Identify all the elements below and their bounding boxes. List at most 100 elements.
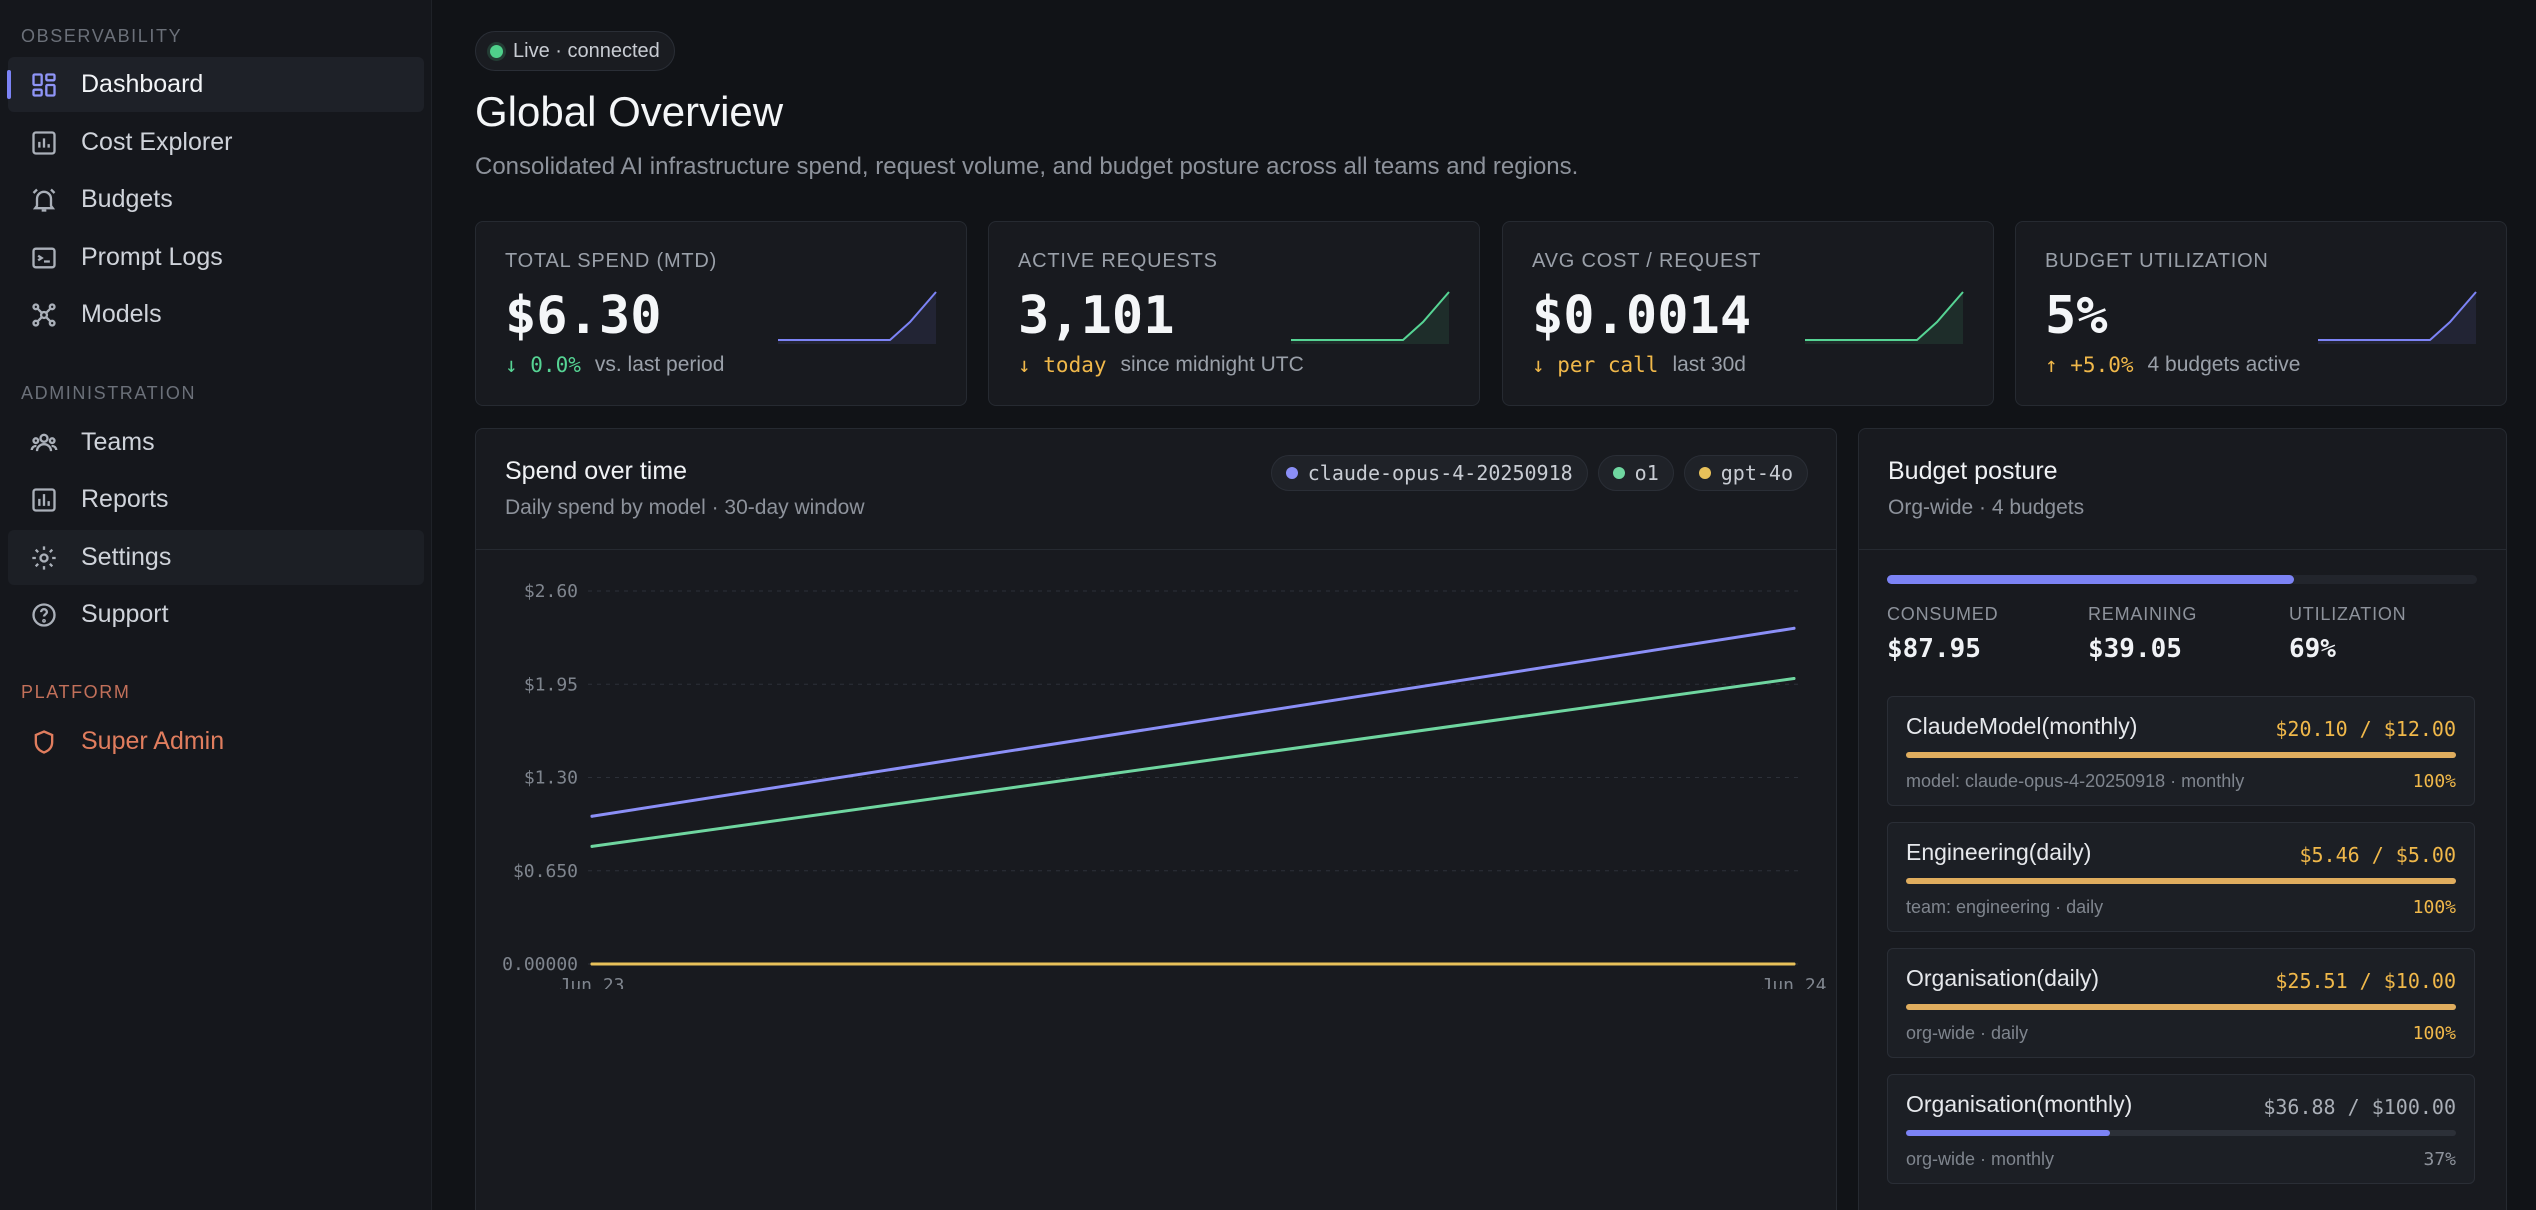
budget-name: ClaudeModel(monthly) xyxy=(1906,713,2138,739)
y-tick-label: 0.00000 xyxy=(502,954,578,975)
sidebar-item-label: Dashboard xyxy=(81,70,204,98)
x-tick-label: Jun 24 xyxy=(1761,975,1826,989)
page-title: Global Overview xyxy=(475,88,784,135)
panel-title: Spend over time xyxy=(505,457,688,485)
budget-track xyxy=(1906,1130,2456,1136)
budget-item[interactable]: ClaudeModel(monthly) $20.10 / $12.00 mod… xyxy=(1887,696,2475,806)
legend-swatch-icon xyxy=(1285,467,1298,479)
panel-subtitle: Daily spend by model · 30-day window xyxy=(505,496,865,519)
budget-percent: 100% xyxy=(2412,1023,2456,1044)
budget-item[interactable]: Organisation(monthly) $36.88 / $100.00 o… xyxy=(1887,1074,2475,1184)
budget-amount: $25.51 / $10.00 xyxy=(2275,969,2456,993)
budget-percent: 100% xyxy=(2412,897,2456,918)
kpi-change: ↑ +5.0% xyxy=(2045,353,2134,377)
kpi-delta: ↓ 0.0% vs. last period xyxy=(505,353,724,377)
stat-value-utilization: 69% xyxy=(2289,634,2336,664)
spend-line-chart: 0.00000 $0.650 $1.30 $1.95 $2.60 Jun 23 Jun 24 xyxy=(502,581,1826,989)
sidebar-item-support[interactable]: Support xyxy=(8,587,424,642)
help-circle-icon xyxy=(29,600,59,630)
legend-item-claude[interactable]: claude-opus-4-20250918 xyxy=(1270,455,1588,491)
budget-track xyxy=(1906,752,2456,758)
sidebar-item-label: Settings xyxy=(81,543,172,571)
report-icon xyxy=(29,485,59,515)
sparkline-line xyxy=(1805,291,1964,341)
sidebar-item-reports[interactable]: Reports xyxy=(8,472,424,527)
kpi-value: $0.0014 xyxy=(1532,286,1752,346)
legend-label: claude-opus-4-20250918 xyxy=(1307,461,1573,485)
spend-over-time-panel: Spend over time Daily spend by model · 3… xyxy=(475,428,1837,1210)
sidebar-item-models[interactable]: Models xyxy=(8,287,424,342)
section-label-platform: PLATFORM xyxy=(21,682,131,702)
sidebar-item-label: Cost Explorer xyxy=(81,128,233,156)
sidebar-item-label: Reports xyxy=(81,485,169,513)
data-point-claude-opus-4-20250918 xyxy=(1792,626,1796,630)
section-label-administration: ADMINISTRATION xyxy=(21,383,197,403)
sidebar-item-dashboard[interactable]: Dashboard xyxy=(7,57,424,112)
kpi-card-avg-cost: AVG COST / REQUEST $0.0014 ↓ per call la… xyxy=(1502,221,1994,406)
overall-budget-track xyxy=(1887,575,2477,584)
kpi-delta: ↓ today since midnight UTC xyxy=(1018,353,1304,377)
kpi-note: last 30d xyxy=(1672,353,1746,376)
budget-item[interactable]: Organisation(daily) $25.51 / $10.00 org-… xyxy=(1887,948,2475,1058)
kpi-label: ACTIVE REQUESTS xyxy=(1018,250,1218,272)
budget-amount: $20.10 / $12.00 xyxy=(2275,717,2456,741)
stat-value-remaining: $39.05 xyxy=(2088,634,2182,664)
data-point-o1 xyxy=(590,844,594,848)
budget-item[interactable]: Engineering(daily) $5.46 / $5.00 team: e… xyxy=(1887,822,2475,932)
series-line-claude-opus-4-20250918 xyxy=(590,626,1796,818)
budget-fill xyxy=(1906,752,2456,758)
sidebar-item-budgets[interactable]: Budgets xyxy=(8,172,424,227)
data-point-o1 xyxy=(1792,677,1796,681)
stat-label-remaining: REMAINING xyxy=(2088,604,2198,624)
sidebar-item-teams[interactable]: Teams xyxy=(8,415,424,470)
stat-value-consumed: $87.95 xyxy=(1887,634,1981,664)
legend-item-gpt-4o[interactable]: gpt-4o xyxy=(1683,455,1808,491)
panel-title: Budget posture xyxy=(1888,457,2058,485)
legend-label: gpt-4o xyxy=(1720,461,1793,485)
sparkline xyxy=(1291,291,1450,344)
sparkline-area xyxy=(778,292,936,344)
sidebar-item-label: Models xyxy=(81,300,162,328)
users-icon xyxy=(29,428,59,458)
budget-fill xyxy=(1906,1004,2456,1010)
sidebar-item-label: Budgets xyxy=(81,185,173,213)
kpi-delta: ↓ per call last 30d xyxy=(1532,353,1746,377)
budget-track xyxy=(1906,1004,2456,1010)
sparkline xyxy=(2318,291,2477,344)
grid-icon xyxy=(29,70,59,100)
sparkline-line xyxy=(1291,291,1450,341)
y-tick-label: $1.30 xyxy=(524,768,578,789)
sparkline-area xyxy=(1291,292,1449,344)
legend-label: o1 xyxy=(1634,461,1659,485)
data-point-gpt-4o xyxy=(590,962,594,966)
shield-icon xyxy=(29,727,59,757)
sparkline-area xyxy=(1805,292,1963,344)
legend-item-o1[interactable]: o1 xyxy=(1597,455,1674,491)
budget-meta: org-wide · monthly xyxy=(1906,1149,2055,1169)
sidebar-item-cost-explorer[interactable]: Cost Explorer xyxy=(8,115,424,170)
sidebar-item-settings[interactable]: Settings xyxy=(8,530,424,585)
budget-name: Engineering(daily) xyxy=(1906,839,2092,865)
x-tick-label: Jun 23 xyxy=(559,975,624,989)
chart-legend: claude-opus-4-20250918 o1 gpt-4o xyxy=(1270,455,1808,491)
legend-swatch-icon xyxy=(1612,467,1625,479)
kpi-delta: ↑ +5.0% 4 budgets active xyxy=(2045,353,2300,377)
sparkline-area xyxy=(2318,292,2476,344)
budget-fill xyxy=(1906,1130,2110,1136)
sidebar-item-prompt-logs[interactable]: Prompt Logs xyxy=(8,230,424,285)
kpi-note: since midnight UTC xyxy=(1120,353,1304,376)
budget-meta: model: claude-opus-4-20250918 · monthly xyxy=(1906,771,2245,791)
section-label-observability: OBSERVABILITY xyxy=(21,26,183,46)
sidebar-item-super-admin[interactable]: Super Admin xyxy=(8,714,424,769)
network-icon xyxy=(29,300,59,330)
kpi-value: 5% xyxy=(2045,286,2108,346)
budget-meta: team: engineering · daily xyxy=(1906,897,2104,917)
kpi-label: AVG COST / REQUEST xyxy=(1532,250,1762,272)
sparkline xyxy=(778,291,937,344)
legend-swatch-icon xyxy=(1698,467,1711,479)
panel-divider xyxy=(1859,549,2506,550)
page-subtitle: Consolidated AI infrastructure spend, re… xyxy=(475,153,1579,180)
y-tick-label: $1.95 xyxy=(524,674,578,695)
kpi-change: ↓ 0.0% xyxy=(505,353,581,377)
sparkline-line xyxy=(778,291,937,341)
